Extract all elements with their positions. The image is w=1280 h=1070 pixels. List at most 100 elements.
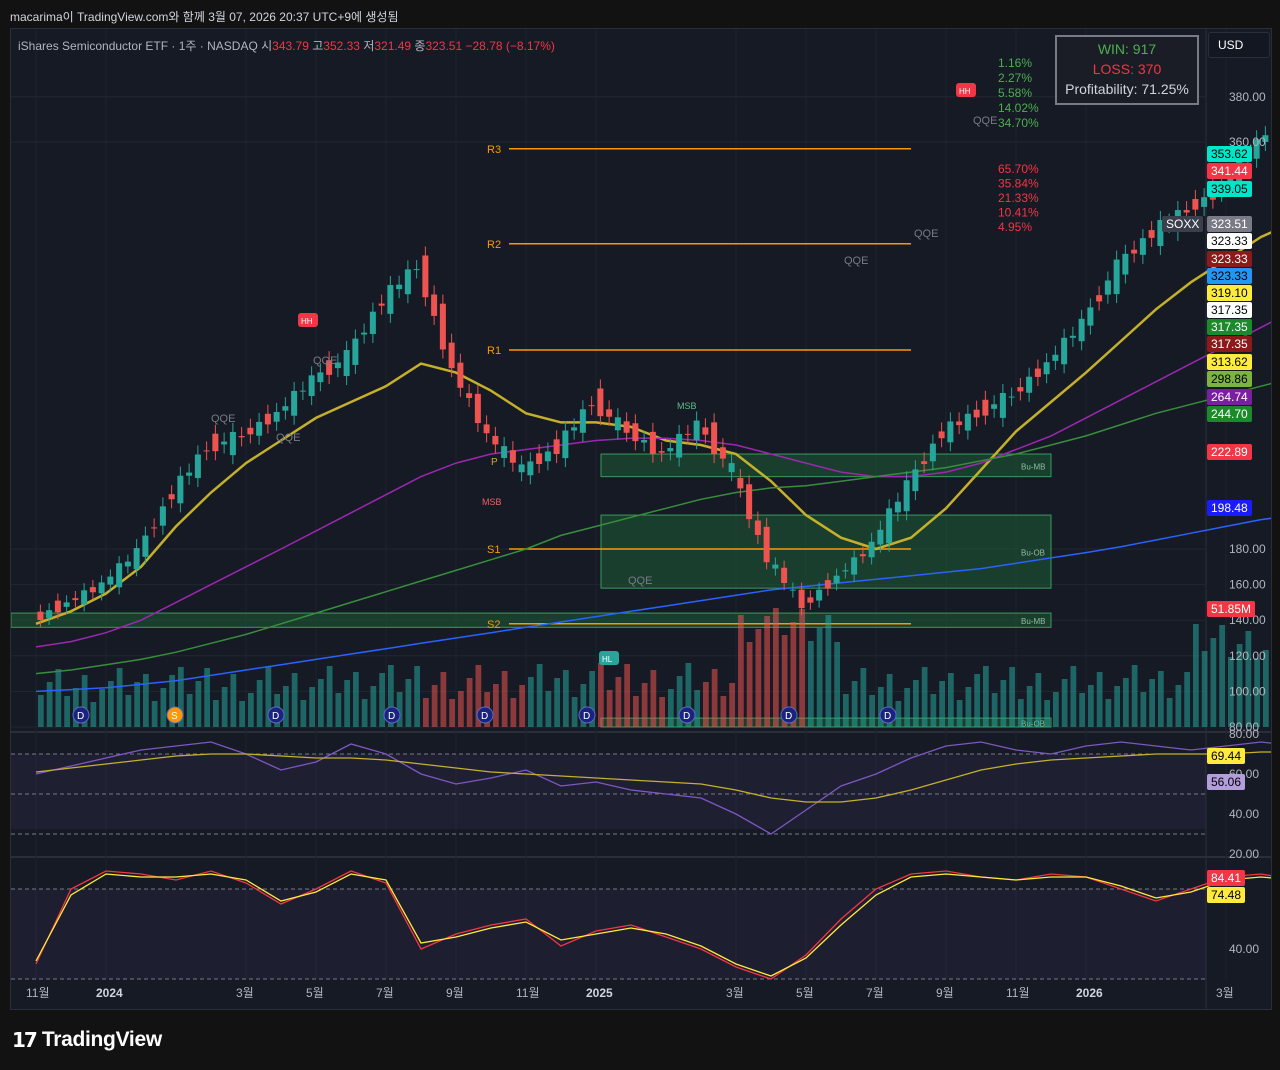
candle-body (597, 388, 604, 417)
volume-bar (1070, 666, 1077, 727)
zone-label: Bu-OB (1021, 549, 1045, 558)
candle-body (789, 589, 796, 591)
candle-body (991, 404, 998, 409)
chart-frame[interactable]: Bu-MB Bu-OB Bu-MB Bu-OB R3 R2 R1 S1 S2 HH HH HL QQE Q… (10, 28, 1272, 1010)
symbol-description: iShares Semiconductor ETF · 1주 · NASDAQ (18, 39, 258, 53)
volume-bar (326, 666, 333, 727)
volume-bar (808, 641, 814, 727)
volume-bar (983, 666, 989, 727)
candle-body (579, 409, 586, 433)
price-tag: 319.10 (1207, 285, 1252, 301)
volume-bar (151, 701, 158, 727)
volume-bar (1009, 667, 1015, 727)
volume-bar (746, 642, 753, 727)
volume-bar (458, 691, 464, 727)
low-value: 321.49 (374, 39, 412, 53)
volume-bar (563, 670, 569, 727)
time-axis-label: 7월 (376, 986, 394, 1000)
candle-body (352, 338, 359, 365)
volume-bar (64, 696, 70, 727)
volume-bar (755, 629, 762, 727)
candle-body (641, 440, 648, 443)
candle-body (1087, 307, 1094, 326)
price-tag: 264.74 (1207, 389, 1252, 405)
dividend-marker-label: S (171, 711, 178, 722)
volume-bar (615, 677, 622, 727)
volume-bar (930, 694, 937, 727)
high-value: 352.33 (323, 39, 360, 53)
price-axis-label: 100.00 (1229, 684, 1266, 698)
chart-canvas[interactable]: Bu-MB Bu-OB Bu-MB Bu-OB R3 R2 R1 S1 S2 HH HH HL QQE Q… (11, 29, 1271, 1009)
candle-body (728, 463, 735, 473)
volume-bar (1158, 671, 1164, 727)
candle-body (1201, 197, 1208, 207)
candle-body (877, 529, 884, 545)
candle-body (448, 342, 455, 369)
currency-button[interactable]: USD (1208, 32, 1270, 58)
target-percent-up: 2.27% (998, 71, 1032, 85)
volume-bar (1236, 644, 1243, 727)
volume-bar (764, 616, 770, 727)
price-axis-label: 120.00 (1229, 649, 1266, 663)
price-axis-label: 160.00 (1229, 578, 1266, 592)
candle-body (457, 362, 464, 388)
volume-bar (1166, 698, 1173, 727)
close-value: 323.51 (425, 39, 463, 53)
zone-label: Bu-MB (1021, 617, 1045, 626)
volume-bar (440, 672, 447, 727)
volume-bar (1184, 672, 1190, 727)
candle-body (632, 423, 639, 442)
candle-body (544, 451, 551, 462)
msb-label: MSB (677, 401, 697, 411)
candle-body (833, 575, 840, 584)
candle-body (404, 269, 411, 295)
candle-body (947, 421, 954, 443)
stoch-line (35, 870, 1271, 980)
price-tag: 317.35 (1207, 302, 1252, 318)
candle-body (247, 427, 254, 435)
volume-bar (633, 696, 639, 727)
candle-body (369, 311, 376, 334)
target-percent-down: 4.95% (998, 220, 1032, 234)
tradingview-logo[interactable]: 17 TradingView (12, 1028, 162, 1052)
volume-bar (1254, 658, 1260, 727)
time-axis-label: 11월 (1006, 986, 1030, 1000)
rsi-tag: 69.44 (1207, 748, 1246, 764)
pivot-level-label: S1 (487, 544, 500, 556)
candle-body (1034, 368, 1041, 377)
target-percent-up: 34.70% (998, 116, 1039, 130)
candle-body (37, 611, 44, 621)
candle-body (439, 303, 446, 350)
candle-body (466, 393, 473, 398)
volume-bar (396, 692, 403, 727)
volume-bar (913, 680, 919, 727)
candle-body (98, 582, 105, 594)
candle-body (63, 602, 70, 607)
volume-bar (974, 674, 980, 727)
candle-body (824, 580, 831, 589)
rsi-line (35, 741, 1271, 835)
candle-body (1026, 376, 1033, 393)
volume-bar (221, 687, 228, 727)
qqe-label: QQE (628, 575, 652, 587)
candle-body (431, 294, 438, 316)
dividend-marker-label: D (884, 711, 891, 722)
volume-bar (309, 687, 315, 727)
candle-body (509, 450, 516, 463)
symbol-tag: SOXX (1162, 216, 1204, 232)
candle-body (1183, 210, 1190, 213)
volume-bar (116, 668, 123, 727)
volume-bar (143, 674, 149, 727)
candle-body (1069, 335, 1076, 338)
volume-bar (291, 673, 298, 727)
volume-bar (353, 672, 359, 727)
volume-bar (816, 628, 823, 727)
volume-bar (676, 676, 683, 727)
candle-body (72, 598, 79, 601)
candle-body (999, 392, 1006, 418)
price-axis-label: 380.00 (1229, 90, 1266, 104)
candle-body (1113, 259, 1120, 295)
volume-bar (1140, 692, 1147, 727)
swing-label-badge (599, 651, 619, 665)
candle-body (177, 475, 184, 504)
